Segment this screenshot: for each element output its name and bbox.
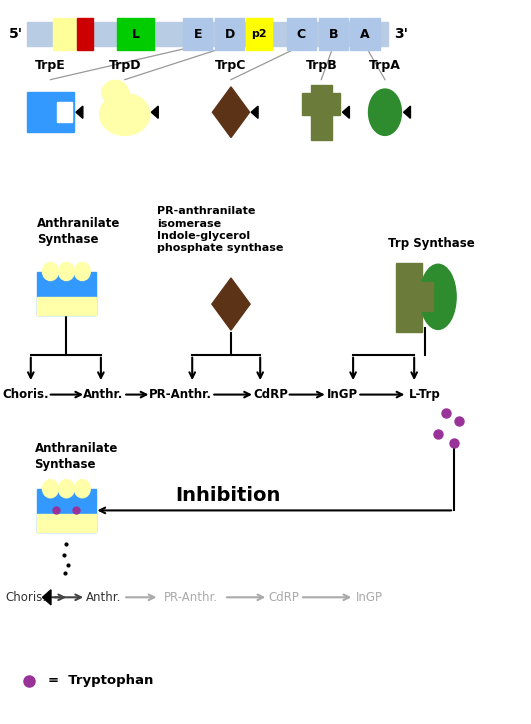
Ellipse shape	[58, 480, 74, 498]
Text: Anthranilate
Synthase: Anthranilate Synthase	[37, 217, 121, 246]
Bar	[350, 18, 380, 50]
Bar	[311, 85, 332, 140]
Polygon shape	[76, 106, 83, 118]
Bar	[27, 22, 388, 46]
Bar	[396, 263, 422, 332]
Text: TrpA: TrpA	[369, 59, 401, 72]
Text: Inhibition: Inhibition	[176, 487, 281, 505]
Text: TrpB: TrpB	[305, 59, 337, 72]
Text: Anthr.: Anthr.	[86, 591, 121, 604]
Bar	[37, 514, 96, 532]
Text: PR-Anthr.: PR-Anthr.	[164, 591, 218, 604]
Bar	[183, 18, 212, 50]
Ellipse shape	[58, 263, 74, 281]
Text: A: A	[360, 28, 370, 41]
Text: D: D	[225, 28, 235, 41]
Bar	[53, 18, 77, 50]
Polygon shape	[42, 590, 51, 605]
Bar	[57, 102, 72, 122]
Polygon shape	[251, 106, 258, 118]
Bar	[77, 18, 93, 50]
Bar	[246, 18, 272, 50]
Text: E: E	[193, 28, 202, 41]
Text: L: L	[131, 28, 140, 41]
Text: B: B	[329, 28, 338, 41]
Ellipse shape	[420, 264, 456, 329]
Ellipse shape	[369, 89, 401, 135]
Polygon shape	[212, 87, 250, 138]
Text: CdRP: CdRP	[253, 388, 288, 401]
Text: Choris.: Choris.	[5, 591, 46, 604]
Ellipse shape	[100, 93, 150, 135]
Text: =  Tryptophan: = Tryptophan	[48, 674, 153, 687]
Text: L-Trp: L-Trp	[409, 388, 441, 401]
Bar	[302, 93, 340, 115]
Polygon shape	[151, 106, 158, 118]
Text: TrpC: TrpC	[215, 59, 247, 72]
Text: C: C	[297, 28, 306, 41]
Bar	[215, 18, 244, 50]
Text: Anthranilate
Synthase: Anthranilate Synthase	[35, 442, 118, 471]
Ellipse shape	[74, 263, 90, 281]
Bar	[287, 18, 316, 50]
Text: 3': 3'	[394, 27, 408, 41]
Text: TrpD: TrpD	[108, 59, 141, 72]
Bar	[37, 489, 96, 532]
Text: p2: p2	[251, 29, 267, 39]
Bar	[419, 282, 433, 311]
Bar	[27, 92, 74, 132]
Text: Anthr.: Anthr.	[83, 388, 124, 401]
Ellipse shape	[74, 480, 90, 498]
Text: Trp Synthase: Trp Synthase	[388, 237, 474, 250]
Text: CdRP: CdRP	[269, 591, 299, 604]
Polygon shape	[404, 106, 410, 118]
Polygon shape	[212, 278, 250, 330]
Bar	[319, 18, 348, 50]
Polygon shape	[342, 106, 349, 118]
Text: PR-anthranilate
isomerase
Indole-glycerol
phosphate synthase: PR-anthranilate isomerase Indole-glycero…	[157, 206, 283, 253]
Bar	[37, 297, 96, 315]
Text: InGP: InGP	[356, 591, 382, 604]
Text: 5': 5'	[9, 27, 23, 41]
Bar	[37, 272, 96, 315]
Ellipse shape	[102, 80, 129, 105]
Text: TrpE: TrpE	[35, 59, 66, 72]
Text: Choris.: Choris.	[2, 388, 49, 401]
Ellipse shape	[42, 263, 58, 281]
Ellipse shape	[42, 480, 58, 498]
Bar	[117, 18, 154, 50]
Text: PR-Anthr.: PR-Anthr.	[149, 388, 212, 401]
Text: InGP: InGP	[327, 388, 358, 401]
